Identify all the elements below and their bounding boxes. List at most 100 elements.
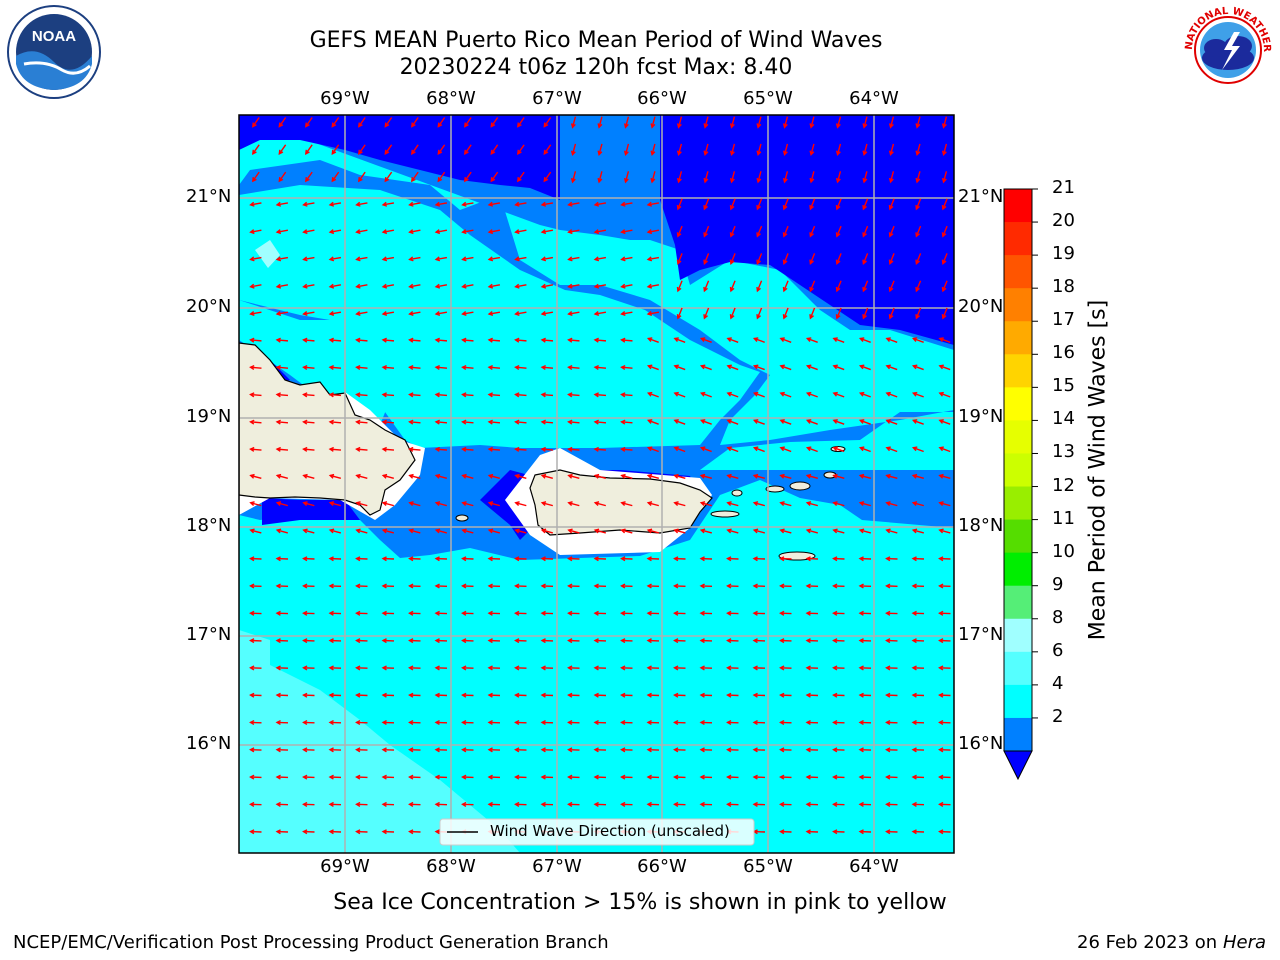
wind-arrow <box>648 502 659 507</box>
wind-arrow <box>358 144 366 155</box>
colorbar-segment <box>1004 717 1032 752</box>
wind-arrow-head <box>328 501 335 507</box>
wind-arrow-head <box>620 556 626 562</box>
wind-arrow-head <box>832 719 838 726</box>
wind-arrow-head <box>487 337 493 343</box>
wind-arrow <box>833 419 845 425</box>
wind-arrow <box>939 502 951 507</box>
lon-label-top: 66°W <box>637 88 687 109</box>
wind-arrow-head <box>275 638 281 644</box>
wind-arrow <box>598 143 603 155</box>
wind-arrow <box>703 225 710 237</box>
lat-label-left: 20°N <box>186 296 232 317</box>
wind-arrow-head <box>673 364 679 370</box>
wind-arrow <box>809 307 816 319</box>
wind-arrow-head <box>487 283 494 289</box>
wind-arrow-head <box>646 528 653 534</box>
wind-arrow-head <box>434 311 441 316</box>
wind-arrow-head <box>699 446 706 452</box>
wind-arrow-head <box>487 583 493 589</box>
wind-arrow <box>860 419 871 425</box>
wind-arrow-head <box>355 392 361 398</box>
wind-arrow <box>568 393 580 397</box>
wind-arrow-head <box>858 583 864 589</box>
wind-arrow-head <box>673 747 679 753</box>
wind-arrow <box>278 144 287 155</box>
wind-arrow <box>435 448 448 451</box>
wind-arrow-head <box>832 528 838 534</box>
wind-arrow-head <box>752 528 759 534</box>
wind-arrow-head <box>328 311 335 316</box>
wind-arrow-head <box>729 232 735 238</box>
wind-arrow <box>730 143 736 155</box>
wind-arrow <box>409 529 421 534</box>
wind-arrow-head <box>381 256 388 262</box>
wind-arrow-head <box>461 337 467 343</box>
wind-arrow <box>942 280 948 292</box>
wind-arrow-head <box>540 446 546 452</box>
st-croix-island <box>778 551 816 561</box>
wind-arrow <box>913 529 924 534</box>
field-deep-blue-north <box>239 115 954 345</box>
wind-arrow-head <box>408 501 414 507</box>
wind-arrow <box>435 256 448 261</box>
wind-arrow-head <box>408 337 414 343</box>
wind-arrow-head <box>355 311 361 316</box>
lon-label-bottom: 67°W <box>532 856 582 877</box>
wind-arrow-head <box>408 229 414 235</box>
wind-arrow-head <box>752 337 759 342</box>
wind-arrow <box>541 284 554 288</box>
wind-arrow <box>517 117 525 127</box>
wind-arrow <box>860 474 871 479</box>
colorbar-segment <box>1004 321 1032 355</box>
wind-arrow-head <box>752 638 758 644</box>
wind-arrow <box>833 474 845 479</box>
wind-arrow <box>942 307 948 319</box>
wind-arrow <box>568 202 580 206</box>
wind-arrow <box>754 502 765 507</box>
wind-arrow-head <box>832 556 838 562</box>
wind-arrow-head <box>543 122 549 128</box>
wind-arrow-head <box>673 337 679 342</box>
wind-arrow-head <box>782 150 788 157</box>
wind-arrow-head <box>915 150 921 157</box>
lat-label-left: 18°N <box>186 515 232 536</box>
wind-arrow <box>462 393 474 397</box>
wind-arrow <box>942 116 948 128</box>
wind-arrow <box>783 198 789 210</box>
wind-arrow-head <box>487 556 493 562</box>
wind-arrow <box>303 339 315 342</box>
wind-arrow-head <box>514 201 520 207</box>
wind-arrow-head <box>673 501 679 507</box>
wind-arrow <box>836 198 842 210</box>
wind-arrow-head <box>540 337 546 343</box>
wind-arrow-head <box>726 692 732 698</box>
wind-arrow <box>568 529 580 534</box>
wind-arrow-head <box>809 123 815 129</box>
wind-arrow-head <box>487 719 493 726</box>
wind-arrow <box>382 339 395 342</box>
wind-arrow-head <box>252 149 257 156</box>
wind-arrow-head <box>567 256 573 262</box>
wind-arrow-head <box>779 391 785 397</box>
wind-arrow-head <box>355 774 361 780</box>
wind-arrow <box>780 502 792 507</box>
wind-arrow <box>250 256 262 261</box>
wind-arrow <box>701 447 712 453</box>
wind-arrow-head <box>434 473 441 479</box>
wind-arrow-head <box>464 122 469 128</box>
colorbar-segment <box>1004 420 1032 454</box>
wind-arrow <box>384 117 393 127</box>
wind-arrow <box>330 502 341 507</box>
wind-arrow-head <box>646 337 653 342</box>
wind-arrow-head <box>514 638 520 644</box>
wind-arrow <box>276 393 289 397</box>
wind-arrow-head <box>756 204 761 211</box>
wind-arrow-head <box>885 665 891 671</box>
wind-arrow-head <box>278 177 284 183</box>
wind-arrow-head <box>938 665 944 671</box>
wind-arrow-head <box>567 610 573 616</box>
wind-arrow-head <box>941 286 947 293</box>
footer-host: Hera <box>1222 932 1266 953</box>
wind-arrow-head <box>514 719 520 726</box>
